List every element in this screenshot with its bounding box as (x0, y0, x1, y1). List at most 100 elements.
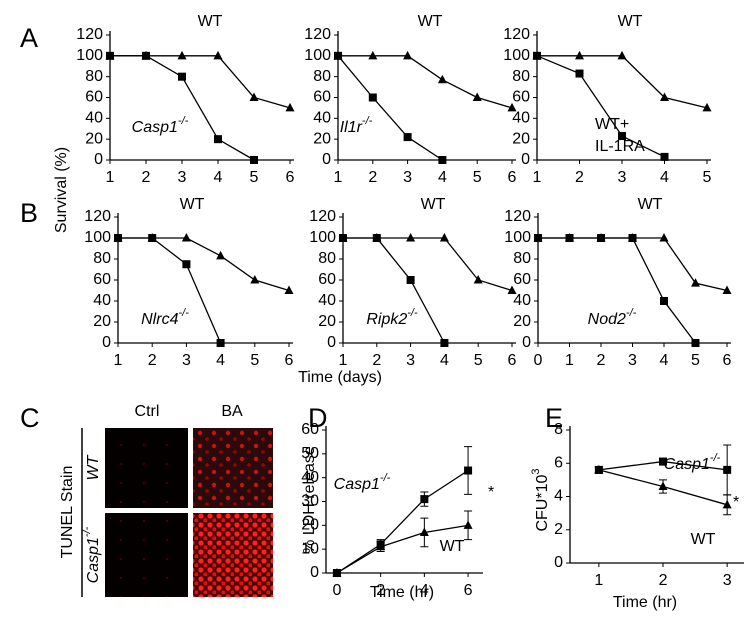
column-label: Ctrl (135, 403, 160, 420)
row-label-main: WT (85, 454, 102, 480)
marker (250, 275, 260, 284)
y-tick-label: 80 (318, 250, 336, 267)
marker (464, 466, 473, 475)
marker (406, 233, 416, 242)
marker (142, 51, 150, 60)
marker (594, 464, 604, 474)
series-label: WT (691, 531, 716, 548)
y-tick-label: 20 (318, 313, 336, 330)
series-label-main: WT (180, 196, 205, 213)
marker (106, 51, 114, 60)
image-ko-ba (193, 513, 273, 597)
marker (214, 135, 222, 144)
series-line (343, 237, 445, 344)
y-tick-label: 20 (93, 313, 111, 330)
marker (216, 250, 226, 260)
x-tick-label: 5 (474, 352, 483, 369)
x-tick-label: 5 (691, 352, 700, 369)
marker (419, 527, 429, 536)
series-label: Ripk2-/- (366, 307, 418, 328)
marker (702, 102, 712, 112)
series-label: Nod2-/- (588, 307, 637, 328)
x-tick-label: 1 (334, 169, 343, 186)
series-label-main: Nlrc4 (141, 311, 178, 328)
y-tick-label: 120 (84, 208, 111, 225)
y-tick-label: 100 (304, 47, 331, 64)
image-ko-ctrl (105, 513, 188, 597)
x-tick-label: 3 (628, 352, 637, 369)
x-tick-label: 5 (250, 169, 259, 186)
series-line (337, 55, 443, 161)
series-label: Casp1-/- (132, 115, 189, 136)
x-tick-label: 3 (182, 352, 191, 369)
y-tick-label: 120 (304, 26, 331, 43)
x-tick-label: 2 (148, 352, 157, 369)
marker (507, 102, 517, 112)
x-tick-label: 1 (106, 169, 115, 186)
x-tick-label: 0 (534, 352, 543, 369)
series-label-sup: -/- (626, 307, 637, 319)
y-tick-label: 60 (301, 421, 319, 438)
x-tick-label: 4 (216, 352, 225, 369)
marker (334, 51, 342, 60)
series-label: WT (198, 13, 223, 30)
x-tick-label: 3 (618, 169, 627, 186)
x-tick-label: 6 (508, 169, 517, 186)
row-label-main: Casp1 (85, 537, 102, 583)
series-line (118, 237, 222, 344)
x-tick-label: 4 (420, 582, 429, 599)
marker (565, 234, 574, 242)
y-tick-label: 60 (512, 89, 530, 106)
x-tick-label: 4 (660, 352, 669, 369)
series-line (336, 469, 469, 574)
y-tick-label: 120 (504, 208, 531, 225)
series-label: WT (638, 196, 663, 213)
panel-letter: B (20, 198, 38, 228)
y-axis-label-main: CFU*10 (534, 475, 551, 532)
y-tick-label: 40 (313, 110, 331, 127)
y-tick-label: 50 (301, 445, 319, 462)
y-tick-label: 0 (521, 151, 530, 168)
y-axis-label-main: % LDH release (301, 446, 318, 554)
x-tick-label: 3 (403, 169, 412, 186)
x-tick-label: 2 (376, 582, 385, 599)
y-tick-label: 60 (93, 271, 111, 288)
x-tick-label: 1 (565, 352, 574, 369)
marker (372, 234, 381, 242)
y-tick-label: 4 (554, 488, 563, 505)
image-wt-ba (193, 428, 273, 508)
x-tick-label: 5 (703, 169, 712, 186)
marker (533, 51, 541, 60)
marker (420, 495, 429, 504)
marker (284, 285, 294, 294)
marker (660, 297, 668, 305)
series-label: WT (618, 13, 643, 30)
image-wt-ctrl (105, 428, 188, 508)
y-axis-label: CFU*103 (530, 468, 551, 531)
marker (691, 278, 700, 287)
series-line (110, 55, 291, 109)
column-label: BA (221, 403, 243, 420)
marker (534, 234, 542, 242)
marker (658, 481, 668, 491)
marker (472, 92, 482, 101)
x-tick-label: 6 (286, 169, 295, 186)
series-label-main: WT (691, 531, 716, 548)
x-tick-label: 1 (114, 352, 123, 369)
x-tick-label: 1 (339, 352, 348, 369)
y-tick-label: 120 (503, 26, 530, 43)
marker (617, 50, 627, 60)
series-label-sup: -/- (407, 307, 418, 319)
x-tick-label: 3 (406, 352, 415, 369)
x-tick-label: 6 (285, 352, 294, 369)
row-label: Casp1-/- (81, 526, 102, 583)
marker (463, 520, 473, 529)
x-tick-label: 2 (372, 352, 381, 369)
marker (368, 93, 377, 102)
series-label-sup: -/- (710, 452, 721, 464)
marker (618, 132, 626, 141)
y-tick-label: 120 (76, 26, 103, 43)
marker (148, 234, 157, 242)
x-tick-label: 4 (440, 352, 449, 369)
series-label-main: Casp1 (334, 476, 380, 493)
